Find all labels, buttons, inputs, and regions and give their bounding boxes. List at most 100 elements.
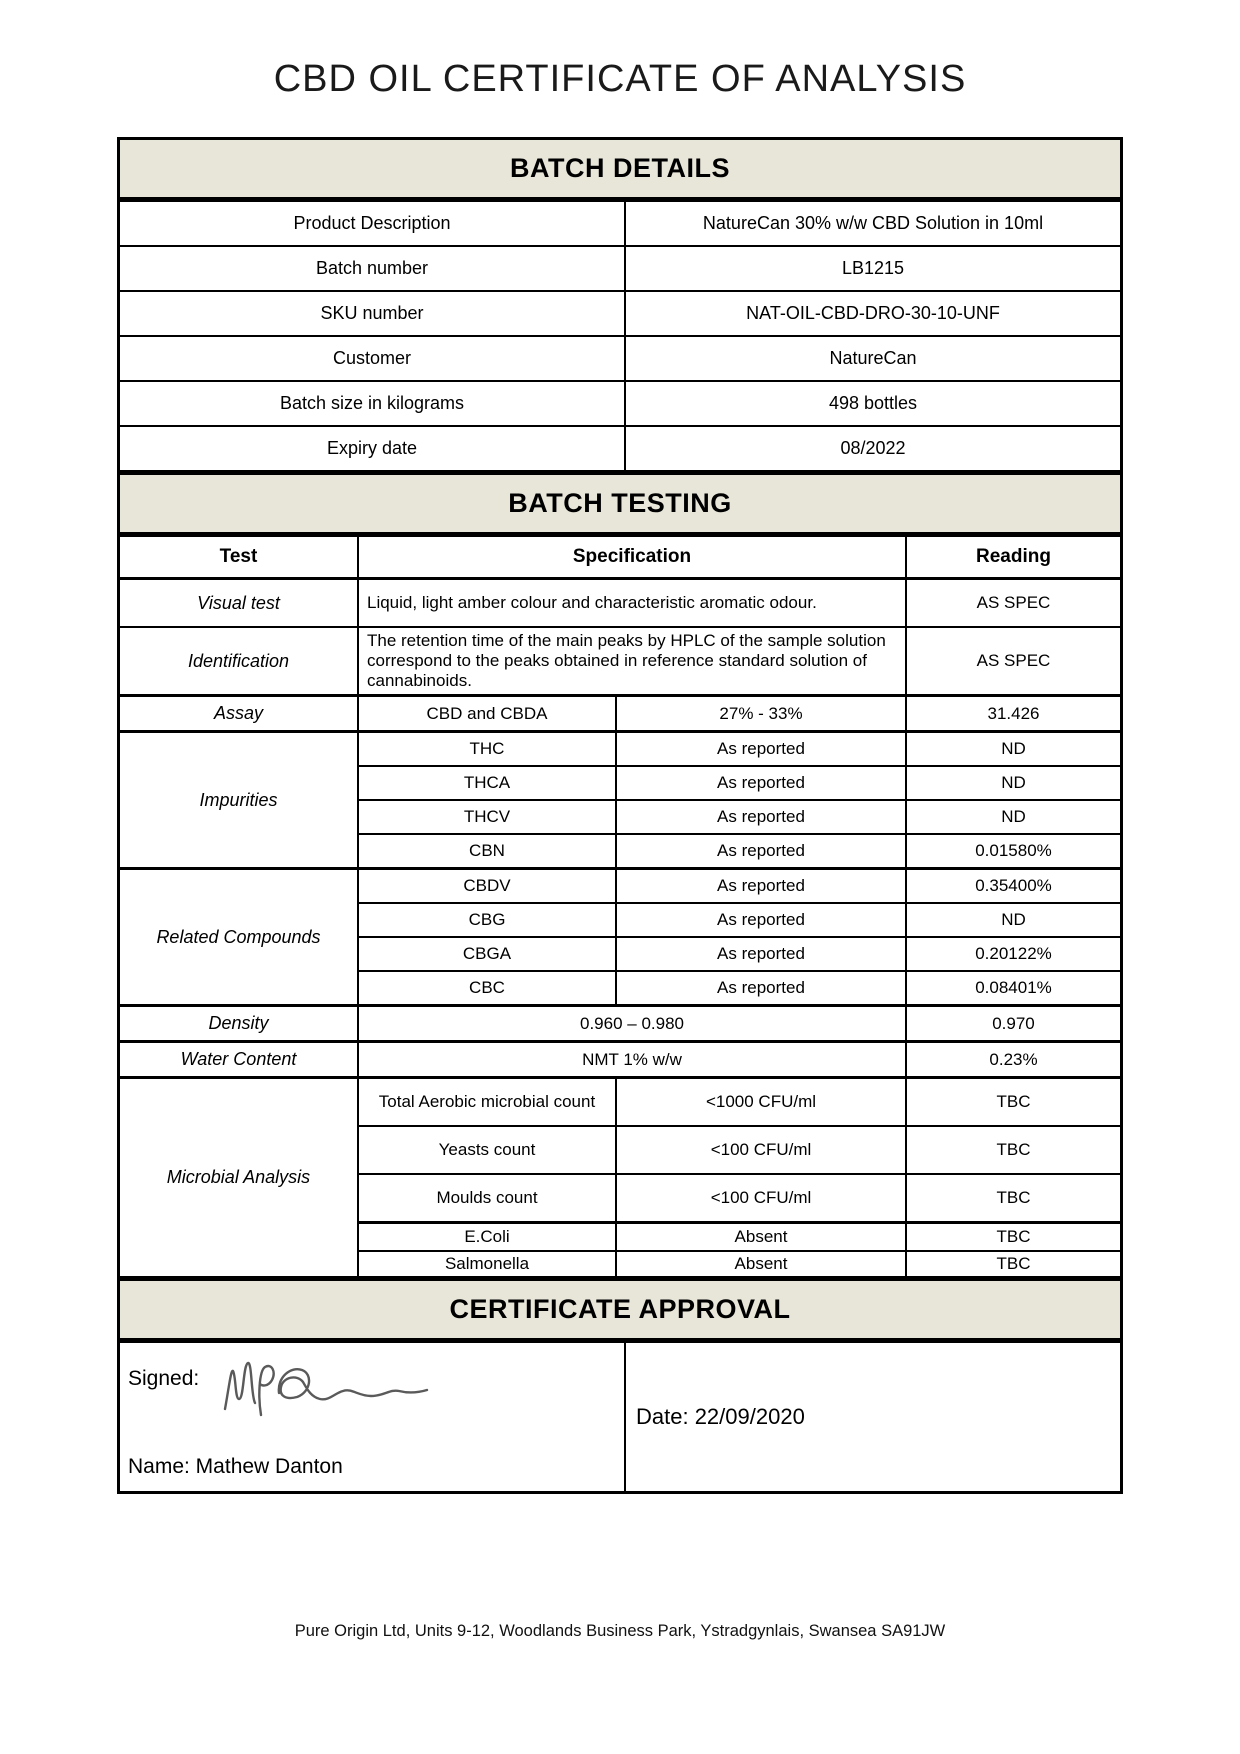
test-name: Visual test — [120, 577, 359, 628]
analyte-cell: THC — [357, 730, 617, 767]
table-row: Signed: Name: Mathew Danton Date: 22/09/… — [120, 1341, 1120, 1491]
certificate-document: BATCH DETAILS Product Description Nature… — [117, 137, 1123, 1494]
reading-cell: 0.20122% — [905, 936, 1120, 972]
reading-cell: 0.01580% — [905, 833, 1120, 870]
specification-cell: As reported — [615, 730, 907, 767]
reading-cell: TBC — [905, 1125, 1120, 1175]
analyte-cell: CBGA — [358, 936, 617, 972]
signed-label: Signed: — [128, 1367, 200, 1390]
specification-cell: 0.960 – 0.980 — [357, 1004, 907, 1043]
detail-label: Batch size in kilograms — [120, 380, 626, 427]
signature-image — [224, 1361, 429, 1417]
test-name: Related Compounds — [120, 867, 359, 1007]
analyte-cell: Yeasts count — [358, 1125, 617, 1175]
test-name: Assay — [120, 694, 359, 733]
reading-cell: TBC — [905, 1250, 1120, 1278]
specification-cell: <100 CFU/ml — [615, 1173, 907, 1224]
analyte-cell: CBC — [358, 970, 617, 1007]
table-row: THCA As reported ND — [120, 765, 1120, 801]
column-header-test: Test — [120, 535, 359, 580]
table-row: Moulds count <100 CFU/ml TBC — [120, 1173, 1120, 1224]
specification-cell: As reported — [615, 867, 907, 904]
table-header-row: Test Specification Reading — [120, 535, 1120, 580]
batch-testing-header: BATCH TESTING — [120, 472, 1120, 535]
reading-cell: ND — [905, 765, 1120, 801]
table-row: Microbial Analysis Total Aerobic microbi… — [120, 1076, 1120, 1278]
detail-value: NAT-OIL-CBD-DRO-30-10-UNF — [624, 290, 1120, 337]
table-row: Yeasts count <100 CFU/ml TBC — [120, 1125, 1120, 1175]
table-row: CBGA As reported 0.20122% — [120, 936, 1120, 972]
approval-table: Signed: Name: Mathew Danton Date: 22/09/… — [120, 1341, 1120, 1491]
signer-name: Name: Mathew Danton — [128, 1455, 343, 1478]
reading-cell: 0.35400% — [905, 867, 1120, 904]
test-name: Impurities — [120, 730, 359, 870]
specification-cell: NMT 1% w/w — [357, 1040, 907, 1079]
table-row: Assay CBD and CBDA 27% - 33% 31.426 — [120, 694, 1120, 733]
detail-label: Batch number — [120, 245, 626, 292]
detail-label: Customer — [120, 335, 626, 382]
table-row: Expiry date 08/2022 — [120, 425, 1120, 472]
test-name: Microbial Analysis — [120, 1076, 359, 1278]
specification-cell: As reported — [615, 970, 907, 1007]
table-row: Customer NatureCan — [120, 335, 1120, 382]
detail-value: 498 bottles — [624, 380, 1120, 427]
analyte-cell: Total Aerobic microbial count — [357, 1076, 617, 1127]
table-row: Impurities THC As reported ND — [120, 730, 1120, 870]
table-row: Batch size in kilograms 498 bottles — [120, 380, 1120, 427]
reading-cell: AS SPEC — [905, 626, 1120, 697]
reading-cell: TBC — [905, 1221, 1120, 1252]
column-header-reading: Reading — [905, 535, 1120, 580]
specification-cell: As reported — [615, 765, 907, 801]
signed-line: Signed: — [128, 1353, 616, 1423]
certificate-approval-header: CERTIFICATE APPROVAL — [120, 1278, 1120, 1341]
specification-cell: As reported — [615, 833, 907, 870]
table-row: Batch number LB1215 — [120, 245, 1120, 292]
batch-details-header: BATCH DETAILS — [120, 140, 1120, 200]
reading-cell: AS SPEC — [905, 577, 1120, 628]
specification-cell: As reported — [615, 799, 907, 835]
analyte-cell: Moulds count — [358, 1173, 617, 1224]
table-row: CBG As reported ND — [120, 902, 1120, 938]
footer-address: Pure Origin Ltd, Units 9-12, Woodlands B… — [294, 1622, 946, 1640]
detail-value: LB1215 — [624, 245, 1120, 292]
table-row: THCV As reported ND — [120, 799, 1120, 835]
specification-cell: <1000 CFU/ml — [615, 1076, 907, 1127]
specification-cell: 27% - 33% — [615, 694, 907, 733]
analyte-cell: CBN — [358, 833, 617, 870]
table-row: Visual test Liquid, light amber colour a… — [120, 577, 1120, 628]
table-row: E.Coli Absent TBC — [120, 1221, 1120, 1252]
test-name: Water Content — [120, 1040, 359, 1079]
table-row: Water Content NMT 1% w/w 0.23% — [120, 1040, 1120, 1079]
analyte-cell: CBG — [358, 902, 617, 938]
detail-value: NatureCan 30% w/w CBD Solution in 10ml — [624, 200, 1120, 247]
specification-cell: As reported — [615, 936, 907, 972]
specification-cell: Liquid, light amber colour and character… — [357, 577, 907, 628]
analyte-cell: Salmonella — [358, 1250, 617, 1278]
reading-cell: 0.23% — [905, 1040, 1120, 1079]
detail-label: SKU number — [120, 290, 626, 337]
page-title: CBD OIL CERTIFICATE OF ANALYSIS — [273, 58, 967, 100]
table-row: CBN As reported 0.01580% — [120, 833, 1120, 870]
detail-value: 08/2022 — [624, 425, 1120, 472]
reading-cell: ND — [905, 902, 1120, 938]
analyte-cell: E.Coli — [358, 1221, 617, 1252]
table-row: Related Compounds CBDV As reported 0.354… — [120, 867, 1120, 1007]
table-row: CBC As reported 0.08401% — [120, 970, 1120, 1007]
approval-date: Date: 22/09/2020 — [624, 1341, 1120, 1491]
specification-cell: The retention time of the main peaks by … — [357, 626, 907, 697]
specification-cell: <100 CFU/ml — [615, 1125, 907, 1175]
signature-cell: Signed: Name: Mathew Danton — [120, 1341, 626, 1491]
table-row: Salmonella Absent TBC — [120, 1250, 1120, 1278]
reading-cell: TBC — [905, 1076, 1120, 1127]
reading-cell: 0.08401% — [905, 970, 1120, 1007]
table-row: Product Description NatureCan 30% w/w CB… — [120, 200, 1120, 247]
batch-details-table: Product Description NatureCan 30% w/w CB… — [120, 200, 1120, 472]
specification-cell: Absent — [615, 1250, 907, 1278]
analyte-cell: THCV — [358, 799, 617, 835]
reading-cell: ND — [905, 730, 1120, 767]
reading-cell: TBC — [905, 1173, 1120, 1224]
reading-cell: ND — [905, 799, 1120, 835]
table-row: SKU number NAT-OIL-CBD-DRO-30-10-UNF — [120, 290, 1120, 337]
test-name: Density — [120, 1004, 359, 1043]
